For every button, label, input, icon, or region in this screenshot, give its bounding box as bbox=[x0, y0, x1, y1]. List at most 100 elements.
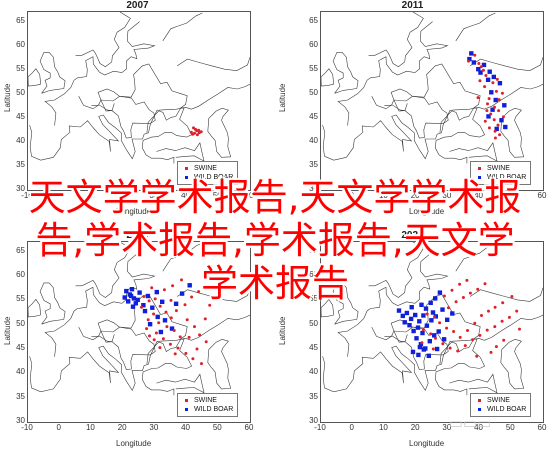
wild-boar-point bbox=[426, 353, 431, 358]
swine-point bbox=[467, 59, 470, 63]
swine-point bbox=[433, 315, 436, 319]
coastline bbox=[156, 373, 205, 394]
wild-boar-point bbox=[502, 103, 507, 108]
wild-boar-point bbox=[417, 344, 423, 350]
legend-swine: SWINE bbox=[182, 396, 233, 405]
x-tick-label: 50 bbox=[505, 191, 515, 200]
swine-point bbox=[485, 328, 489, 332]
y-tick-label: 30 bbox=[16, 184, 25, 193]
legend-label: SWINE bbox=[194, 397, 217, 404]
swine-point bbox=[178, 335, 182, 339]
swine-point bbox=[480, 314, 483, 317]
swine-point bbox=[476, 96, 480, 100]
swine-point bbox=[193, 325, 196, 329]
wild-boar-point bbox=[424, 323, 430, 328]
y-tick-label: 30 bbox=[309, 184, 318, 193]
coastline bbox=[321, 298, 334, 318]
y-tick-label: 65 bbox=[309, 15, 318, 25]
swine-point bbox=[468, 291, 472, 295]
map-area bbox=[320, 241, 544, 423]
y-tick-label: 35 bbox=[16, 391, 25, 401]
coastline bbox=[455, 12, 496, 42]
wild-boar-point bbox=[419, 302, 424, 307]
swine-point bbox=[434, 336, 437, 340]
wild-boar-point bbox=[126, 299, 131, 304]
swine-point bbox=[493, 305, 497, 309]
panel-title: 2020 bbox=[401, 230, 424, 241]
swine-point bbox=[203, 317, 207, 321]
y-tick-label: 60 bbox=[16, 270, 25, 280]
legend-wild-boar: WILD BOAR bbox=[182, 173, 233, 182]
map-panel-2007: 2007 Latitude Longitude 65 60 55 50 45 40 35 30… bbox=[0, 0, 275, 220]
x-tick-label: 50 bbox=[212, 191, 222, 200]
panel-title: 2016 bbox=[126, 230, 149, 241]
wild-boar-point bbox=[130, 304, 136, 309]
coastline bbox=[469, 287, 543, 302]
x-tick-label: 0 bbox=[349, 423, 354, 432]
coastline bbox=[146, 83, 250, 133]
coastline bbox=[207, 107, 232, 158]
coastline bbox=[439, 314, 543, 365]
swine-point bbox=[421, 328, 425, 332]
coastline bbox=[39, 52, 66, 94]
legend: SWINE WILD BOAR bbox=[470, 393, 532, 417]
swine-point bbox=[473, 321, 477, 325]
legend-label: WILD BOAR bbox=[487, 406, 527, 413]
y-tick-label: 45 bbox=[309, 111, 318, 121]
swine-point bbox=[153, 297, 157, 301]
wild-boar-point bbox=[416, 352, 421, 358]
wild-boar-point bbox=[420, 330, 425, 336]
swine-point bbox=[152, 338, 156, 342]
x-tick-label: 10 bbox=[85, 191, 95, 200]
swine-point bbox=[454, 300, 458, 304]
x-tick-label: 50 bbox=[505, 423, 515, 432]
swine-point bbox=[450, 288, 454, 292]
x-tick-label: 0 bbox=[56, 191, 61, 200]
swine-point bbox=[471, 338, 475, 342]
swine-point bbox=[164, 310, 168, 314]
legend-marker bbox=[185, 399, 188, 402]
coastline bbox=[455, 242, 496, 272]
swine-point bbox=[501, 115, 505, 119]
swine-point bbox=[162, 288, 166, 292]
swine-point bbox=[180, 278, 183, 282]
wild-boar-point bbox=[434, 346, 440, 352]
swine-point bbox=[140, 305, 143, 309]
wild-boar-point bbox=[122, 295, 127, 300]
wild-boar-point bbox=[421, 313, 426, 318]
wild-boar-point bbox=[491, 74, 496, 80]
x-tick-label: 0 bbox=[349, 191, 354, 200]
swine-point bbox=[493, 105, 496, 109]
wild-boar-point bbox=[440, 307, 445, 312]
corner-stamp-logo: ▭▭▭ bbox=[448, 415, 492, 432]
wild-boar-point bbox=[404, 310, 410, 316]
wild-boar-point bbox=[485, 77, 491, 82]
map-area bbox=[27, 11, 251, 191]
coastline bbox=[162, 12, 203, 42]
map-area bbox=[27, 241, 251, 423]
swine-point bbox=[463, 344, 467, 348]
swine-point bbox=[185, 318, 189, 322]
wild-boar-point bbox=[423, 306, 429, 311]
wild-boar-point bbox=[432, 333, 437, 338]
wild-boar-point bbox=[160, 299, 165, 304]
wild-boar-point bbox=[481, 62, 487, 68]
wild-boar-point bbox=[147, 322, 153, 327]
legend-label: SWINE bbox=[487, 165, 510, 172]
swine-point bbox=[500, 319, 504, 323]
coastline bbox=[146, 314, 250, 365]
legend-marker bbox=[185, 408, 188, 411]
y-tick-label: 65 bbox=[16, 245, 25, 255]
wild-boar-point bbox=[141, 303, 146, 308]
legend-label: SWINE bbox=[487, 397, 510, 404]
wild-boar-point bbox=[135, 297, 140, 303]
swine-point bbox=[172, 329, 176, 332]
y-tick-label: 55 bbox=[309, 294, 318, 304]
wild-boar-point bbox=[437, 290, 443, 295]
legend-label: WILD BOAR bbox=[194, 174, 234, 181]
swine-point bbox=[165, 325, 169, 329]
swine-point bbox=[507, 315, 511, 319]
wild-boar-point bbox=[145, 293, 151, 299]
swine-point bbox=[441, 342, 445, 346]
x-tick-label: 10 bbox=[85, 423, 95, 432]
